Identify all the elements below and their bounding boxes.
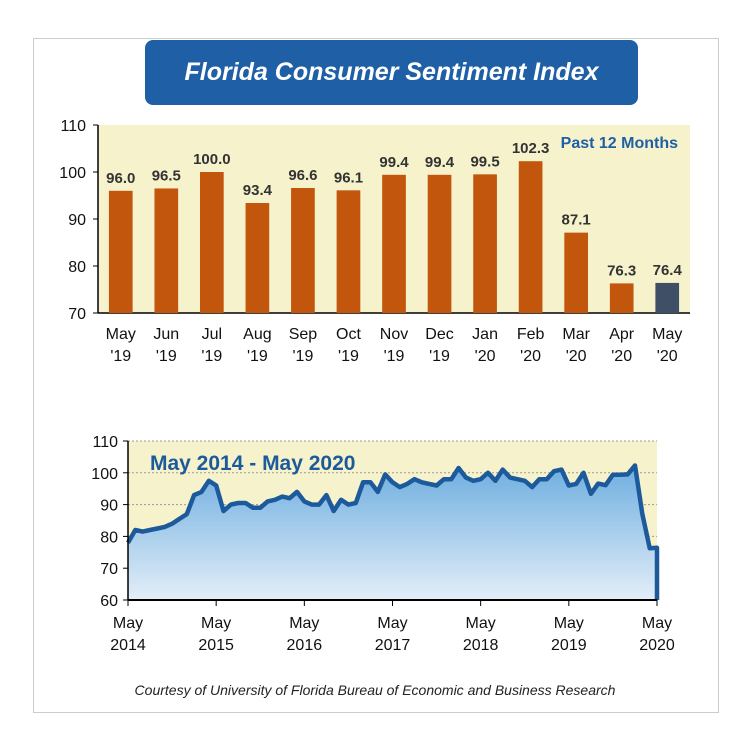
bar (609, 283, 634, 313)
bar (291, 187, 315, 313)
bar-value-label: 96.1 (334, 169, 363, 186)
x-tick-label-month: May (642, 615, 672, 632)
x-tick-label-year: '20 (475, 348, 496, 365)
bar-value-label: 76.4 (653, 262, 683, 279)
x-tick-label-month: May (106, 326, 136, 343)
x-tick-label-month: Jun (153, 326, 179, 343)
x-tick-label-month: Dec (425, 326, 453, 343)
x-tick-label-year: 2016 (287, 637, 323, 654)
x-tick-label-year: '19 (338, 348, 359, 365)
x-tick-label-year: '19 (201, 348, 222, 365)
x-tick-label-month: Jul (202, 326, 222, 343)
y-tick-label: 70 (68, 306, 86, 323)
bar (382, 174, 406, 313)
bar-value-label: 76.3 (607, 262, 636, 279)
x-tick-label-year: '19 (156, 348, 177, 365)
bar-value-label: 96.5 (152, 167, 181, 184)
bar (108, 190, 133, 313)
credit-text: Courtesy of University of Florida Bureau… (134, 682, 616, 698)
bar (200, 172, 224, 313)
x-tick-label-month: May (466, 615, 496, 632)
x-tick-label-year: 2017 (375, 637, 411, 654)
chart-frame (33, 38, 719, 713)
x-tick-label-month: Sep (289, 326, 318, 343)
y-tick-label: 110 (60, 118, 86, 135)
x-tick-label-year: '20 (566, 348, 587, 365)
y-tick-label: 110 (92, 434, 118, 451)
bar-chart: 70 80 90 100 110 96.0 May '19 96.5 Jun '19 100.0 Jul… (59, 118, 690, 365)
bar (336, 190, 361, 313)
x-tick-label-month: May (113, 615, 143, 632)
x-tick-label-month: May (377, 615, 407, 632)
x-tick-label-year: '19 (292, 348, 313, 365)
x-tick-label-month: Mar (562, 326, 590, 343)
bar-value-label: 96.6 (288, 167, 317, 184)
bar (518, 161, 543, 313)
y-tick-label: 80 (68, 259, 86, 276)
x-tick-label-year: '20 (611, 348, 632, 365)
y-tick-label: 70 (100, 561, 118, 578)
series-line (126, 463, 660, 600)
x-tick-label-year: '19 (110, 348, 131, 365)
bar-value-label: 87.1 (562, 212, 591, 229)
x-tick-label-year: 2018 (463, 637, 499, 654)
x-tick-label-month: Feb (517, 326, 545, 343)
y-tick-label: 90 (100, 498, 118, 515)
bar-value-label: 99.5 (470, 153, 499, 170)
y-tick-label: 100 (91, 466, 118, 483)
x-tick-label-year: 2019 (551, 637, 587, 654)
x-tick-label-year: 2014 (110, 637, 146, 654)
x-tick-label-month: Aug (243, 326, 271, 343)
x-tick-label-year: 2015 (198, 637, 234, 654)
x-tick-label-year: '20 (520, 348, 541, 365)
annotation: May 2014 - May 2020 (150, 452, 355, 475)
x-tick-label-year: 2020 (639, 637, 675, 654)
area-chart: 60 70 80 90 100 110 May 2014 May 2015 May 2016 May 20… (91, 434, 675, 654)
x-tick-label-month: Nov (380, 326, 408, 343)
bar-value-label: 96.0 (106, 170, 135, 187)
bar (473, 174, 497, 313)
chart-title-banner: Florida Consumer Sentiment Index (145, 40, 638, 105)
bar (564, 232, 588, 313)
annotation: Past 12 Months (561, 135, 678, 152)
x-tick-label-month: May (554, 615, 584, 632)
bar-value-label: 100.0 (193, 151, 231, 168)
bar (245, 203, 270, 313)
x-tick-label-month: May (201, 615, 231, 632)
x-tick-label-month: Jan (472, 326, 498, 343)
bar-value-label: 99.4 (379, 154, 409, 171)
x-tick-label-year: '19 (247, 348, 268, 365)
x-tick-label-month: Oct (336, 326, 361, 343)
chart-title: Florida Consumer Sentiment Index (184, 58, 599, 86)
bar (154, 188, 179, 313)
x-tick-label-year: '19 (384, 348, 405, 365)
bar (427, 174, 452, 313)
x-tick-label-month: May (652, 326, 682, 343)
bar-value-label: 93.4 (243, 182, 273, 199)
bar (655, 282, 680, 313)
y-tick-label: 90 (68, 212, 86, 229)
x-tick-label-year: '19 (429, 348, 450, 365)
x-tick-label-year: '20 (657, 348, 678, 365)
y-tick-label: 100 (59, 165, 86, 182)
x-tick-label-month: May (289, 615, 319, 632)
bar-value-label: 99.4 (425, 154, 455, 171)
bar-value-label: 102.3 (512, 140, 550, 157)
y-tick-label: 80 (100, 529, 118, 546)
x-tick-label-month: Apr (609, 326, 635, 343)
area-fill (128, 465, 657, 600)
y-tick-label: 60 (100, 593, 118, 610)
